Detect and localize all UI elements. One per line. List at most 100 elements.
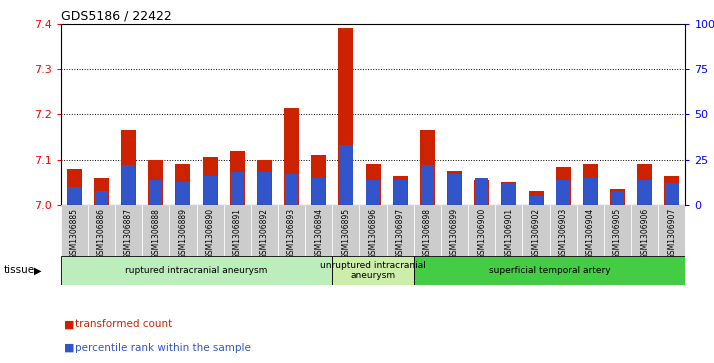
Bar [393,176,408,205]
Bar [577,205,604,256]
Bar [420,130,435,205]
Bar [496,205,523,256]
Bar [637,164,652,205]
Text: ■: ■ [64,343,75,353]
Bar [665,183,678,205]
Text: ■: ■ [64,319,75,330]
Bar [665,176,679,205]
Bar [441,205,468,256]
Text: GSM1306887: GSM1306887 [124,208,133,258]
Bar [122,165,136,205]
Bar [366,180,380,205]
Bar [230,151,245,205]
Bar [387,205,414,256]
Text: GSM1306886: GSM1306886 [97,208,106,258]
Text: GSM1306888: GSM1306888 [151,208,160,258]
Bar [414,205,441,256]
Text: GSM1306893: GSM1306893 [287,208,296,259]
Bar [231,172,244,205]
Bar [67,169,81,205]
Text: transformed count: transformed count [75,319,172,330]
Bar [95,191,108,205]
Bar [149,160,164,205]
Text: GSM1306905: GSM1306905 [613,208,622,259]
Bar [339,145,353,205]
Bar [583,178,597,205]
Text: GSM1306896: GSM1306896 [368,208,378,259]
Text: GSM1306885: GSM1306885 [70,208,79,258]
Bar [176,164,191,205]
Bar [658,205,685,256]
Text: tissue: tissue [4,265,35,276]
Bar [610,191,624,205]
Bar [176,182,190,205]
Text: unruptured intracranial
aneurysm: unruptured intracranial aneurysm [320,261,426,280]
Bar [61,205,88,256]
Bar [523,205,550,256]
Bar [142,205,169,256]
Text: GSM1306895: GSM1306895 [341,208,351,259]
Bar [203,176,217,205]
Text: GSM1306890: GSM1306890 [206,208,215,259]
Text: GSM1306899: GSM1306899 [450,208,459,259]
Text: GSM1306904: GSM1306904 [586,208,595,259]
Bar [638,180,651,205]
Bar [258,172,271,205]
Text: percentile rank within the sample: percentile rank within the sample [75,343,251,353]
Text: GSM1306898: GSM1306898 [423,208,432,258]
Text: GSM1306907: GSM1306907 [668,208,676,259]
Text: GSM1306892: GSM1306892 [260,208,269,258]
Bar [474,180,489,205]
Bar [332,205,359,256]
Bar [61,256,332,285]
Bar [94,178,109,205]
Bar [421,165,434,205]
Bar [121,130,136,205]
Bar [88,205,115,256]
Text: GSM1306906: GSM1306906 [640,208,649,259]
Text: GSM1306901: GSM1306901 [504,208,513,259]
Text: GSM1306902: GSM1306902 [531,208,540,259]
Bar [169,205,196,256]
Bar [359,205,387,256]
Bar [223,205,251,256]
Text: ruptured intracranial aneurysm: ruptured intracranial aneurysm [126,266,268,275]
Text: GSM1306894: GSM1306894 [314,208,323,259]
Text: GSM1306891: GSM1306891 [233,208,242,258]
Bar [468,205,496,256]
Bar [556,180,570,205]
Text: superficial temporal artery: superficial temporal artery [489,266,610,275]
Text: GDS5186 / 22422: GDS5186 / 22422 [61,9,171,22]
Text: GSM1306897: GSM1306897 [396,208,405,259]
Bar [149,180,163,205]
Bar [528,191,543,205]
Bar [393,180,407,205]
Bar [305,205,332,256]
Bar [366,164,381,205]
Bar [604,205,631,256]
Bar [550,205,577,256]
Bar [68,187,81,205]
Bar [285,174,298,205]
Bar [284,107,299,205]
Bar [115,205,142,256]
Bar [311,155,326,205]
Bar [332,256,414,285]
Bar [251,205,278,256]
Bar [196,205,223,256]
Bar [278,205,305,256]
Bar [631,205,658,256]
Text: GSM1306900: GSM1306900 [477,208,486,259]
Bar [555,167,570,205]
Bar [501,182,516,205]
Bar [502,183,516,205]
Bar [414,256,685,285]
Bar [257,160,272,205]
Bar [583,164,598,205]
Bar [447,171,462,205]
Text: GSM1306889: GSM1306889 [178,208,187,258]
Text: ▶: ▶ [34,265,42,276]
Bar [448,174,461,205]
Bar [338,28,353,205]
Bar [203,158,218,205]
